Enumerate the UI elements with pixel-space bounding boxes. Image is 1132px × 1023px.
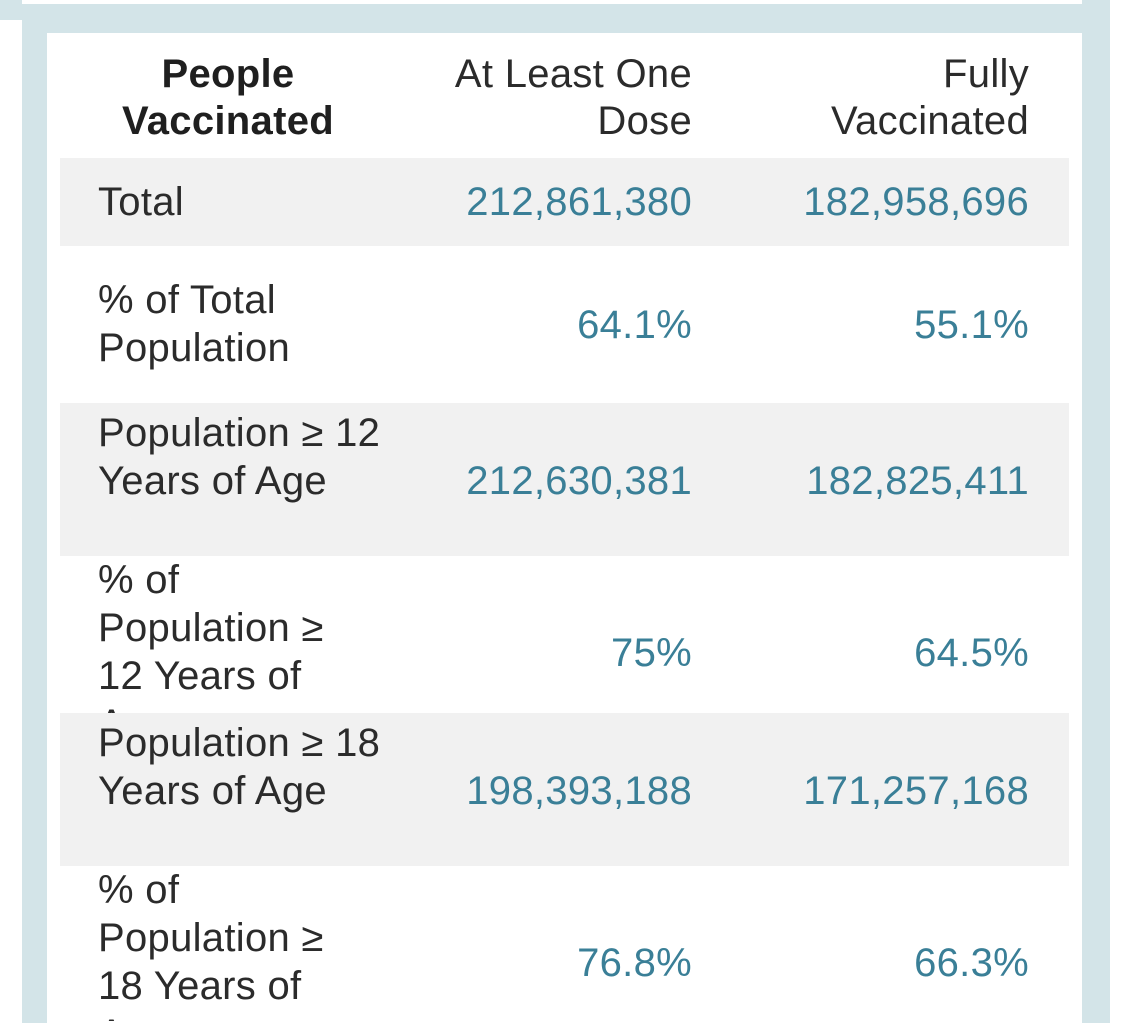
row-fully-vaccinated-value: 182,825,411 <box>806 459 1029 503</box>
header-fully-vaccinated: Fully Vaccinated <box>831 52 1029 143</box>
table-row: Population ≥ 18 Years of Age 198,393,188… <box>60 713 1069 866</box>
table-row: Total 212,861,380 182,958,696 <box>60 158 1069 246</box>
row-fully-vaccinated-value: 64.5% <box>914 631 1029 675</box>
previous-card-inner <box>22 0 1082 4</box>
header-at-least-one-dose: At Least One Dose <box>454 52 692 143</box>
row-fully-vaccinated-value: 171,257,168 <box>803 769 1029 813</box>
table-row: % of Population ≥ 18 Years of Age 76.8% … <box>60 866 1069 1021</box>
row-label: % of Population ≥ 18 Years of Age <box>98 868 324 1021</box>
row-fully-vaccinated-value: 55.1% <box>914 303 1029 347</box>
row-one-dose-value: 76.8% <box>577 941 692 985</box>
row-one-dose-value: 212,861,380 <box>466 180 692 224</box>
vaccination-table: People Vaccinated At Least One Dose Full… <box>60 33 1069 1021</box>
row-label: Population ≥ 12 Years of Age <box>98 411 381 503</box>
previous-card-edge <box>0 0 1110 20</box>
table-row: Population ≥ 12 Years of Age 212,630,381… <box>60 403 1069 556</box>
row-one-dose-value: 64.1% <box>577 303 692 347</box>
row-fully-vaccinated-value: 182,958,696 <box>803 180 1029 224</box>
header-people-vaccinated: People Vaccinated <box>121 52 334 143</box>
row-one-dose-value: 198,393,188 <box>466 769 692 813</box>
row-label: Population ≥ 18 Years of Age <box>98 721 381 813</box>
table-header-row: People Vaccinated At Least One Dose Full… <box>60 33 1069 158</box>
row-fully-vaccinated-value: 66.3% <box>914 941 1029 985</box>
table-row: % of Total Population 64.1% 55.1% <box>60 246 1069 403</box>
row-one-dose-value: 212,630,381 <box>466 459 692 503</box>
row-label: % of Total Population <box>98 278 291 370</box>
row-label: Total <box>98 180 184 224</box>
table-row: % of Population ≥ 12 Years of Age 75% 64… <box>60 556 1069 713</box>
row-one-dose-value: 75% <box>611 631 692 675</box>
row-label: % of Population ≥ 12 Years of Age <box>98 558 324 713</box>
